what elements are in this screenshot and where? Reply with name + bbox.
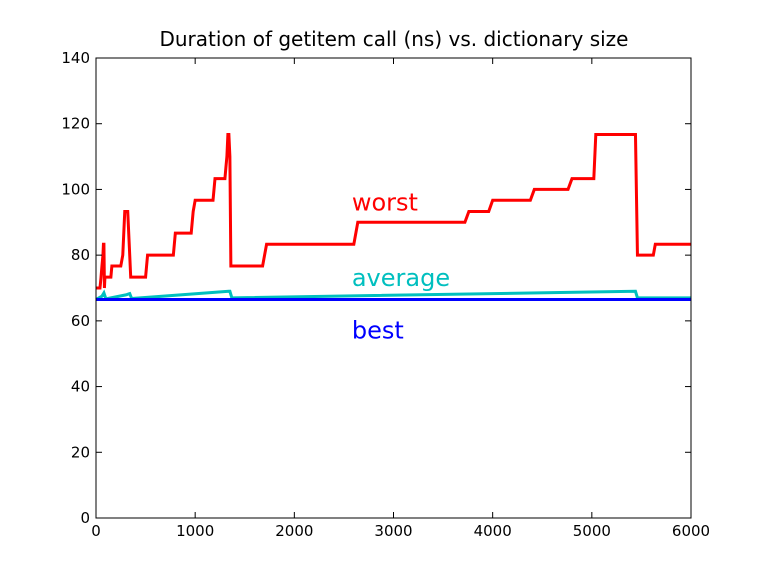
y-tick-label: 120	[61, 115, 90, 133]
chart-title: Duration of getitem call (ns) vs. dictio…	[159, 27, 628, 51]
y-tick-label: 20	[71, 443, 90, 461]
y-tick-label: 100	[61, 180, 90, 198]
y-tick-label: 40	[71, 378, 90, 396]
annotation-average: average	[352, 264, 450, 292]
y-tick-label: 60	[71, 312, 90, 330]
annotation-worst: worst	[352, 189, 418, 217]
x-tick-label: 0	[91, 522, 101, 540]
y-tick-label: 0	[80, 509, 90, 527]
y-tick-label: 140	[61, 49, 90, 67]
axes-layer: 0 1000 2000 3000 4000 5000 6000 0 20 40 60 80 100 120…	[61, 49, 710, 540]
annotation-layer: worst average best	[352, 189, 450, 345]
annotation-best: best	[352, 317, 404, 345]
x-tick-label: 4000	[474, 522, 512, 540]
x-tick-label: 2000	[275, 522, 313, 540]
series-line-worst	[96, 133, 691, 290]
x-tick-label: 3000	[374, 522, 412, 540]
x-tick-label: 6000	[672, 522, 710, 540]
x-tick-label: 1000	[176, 522, 214, 540]
y-tick-label: 80	[71, 246, 90, 264]
x-tick-label: 5000	[573, 522, 611, 540]
series-layer	[95, 133, 691, 301]
